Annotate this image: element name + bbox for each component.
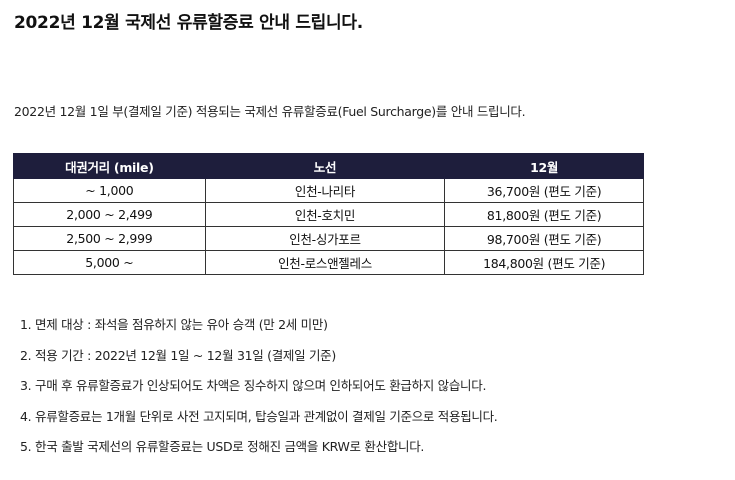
cell-route: 인천-호치민 (204, 202, 446, 227)
note-item: 5. 한국 출발 국제선의 유류할증료는 USD로 정해진 금액을 KRW로 환… (20, 439, 425, 454)
header-distance: 대권거리 (mile) (13, 153, 206, 179)
page-title: 2022년 12월 국제선 유류할증료 안내 드립니다. (14, 13, 363, 33)
table-row: 2,000 ~ 2,499 인천-호치민 81,800원 (편도 기준) (13, 202, 644, 227)
header-fee: 12월 (444, 153, 644, 179)
note-item: 2. 적용 기간 : 2022년 12월 1일 ~ 12월 31일 (결제일 기… (20, 347, 336, 363)
cell-fee: 184,800원 (편도 기준) (444, 250, 644, 275)
note-item: 3. 구매 후 유류할증료가 인상되어도 차액은 징수하지 않으며 인하되어도 … (20, 378, 487, 393)
cell-route: 인천-싱가포르 (204, 226, 446, 251)
notes-list: 1. 면제 대상 : 좌석을 점유하지 않는 유아 승객 (만 2세 미만) 2… (20, 314, 498, 467)
fuel-surcharge-table: 대권거리 (mile) 노선 12월 ~ 1,000 인천-나리타 36,700… (13, 153, 644, 275)
cell-fee: 98,700원 (편도 기준) (444, 226, 644, 251)
table-row: ~ 1,000 인천-나리타 36,700원 (편도 기준) (13, 178, 644, 203)
intro-text: 2022년 12월 1일 부(결제일 기준) 적용되는 국제선 유류할증료(Fu… (14, 104, 526, 119)
cell-fee: 81,800원 (편도 기준) (444, 202, 644, 227)
table-row: 5,000 ~ 인천-로스앤젤레스 184,800원 (편도 기준) (13, 250, 644, 275)
cell-distance: 5,000 ~ (13, 250, 206, 275)
header-route: 노선 (204, 153, 446, 179)
cell-fee: 36,700원 (편도 기준) (444, 178, 644, 203)
cell-distance: 2,000 ~ 2,499 (13, 202, 206, 227)
note-item: 1. 면제 대상 : 좌석을 점유하지 않는 유아 승객 (만 2세 미만) (20, 317, 328, 332)
table-row: 2,500 ~ 2,999 인천-싱가포르 98,700원 (편도 기준) (13, 226, 644, 251)
cell-distance: ~ 1,000 (13, 178, 206, 203)
table-header-row: 대권거리 (mile) 노선 12월 (13, 153, 644, 179)
cell-route: 인천-나리타 (204, 178, 446, 203)
cell-route: 인천-로스앤젤레스 (204, 250, 446, 275)
note-item: 4. 유류할증료는 1개월 단위로 사전 고지되며, 탑승일과 관계없이 결제일… (20, 408, 498, 424)
cell-distance: 2,500 ~ 2,999 (13, 226, 206, 251)
